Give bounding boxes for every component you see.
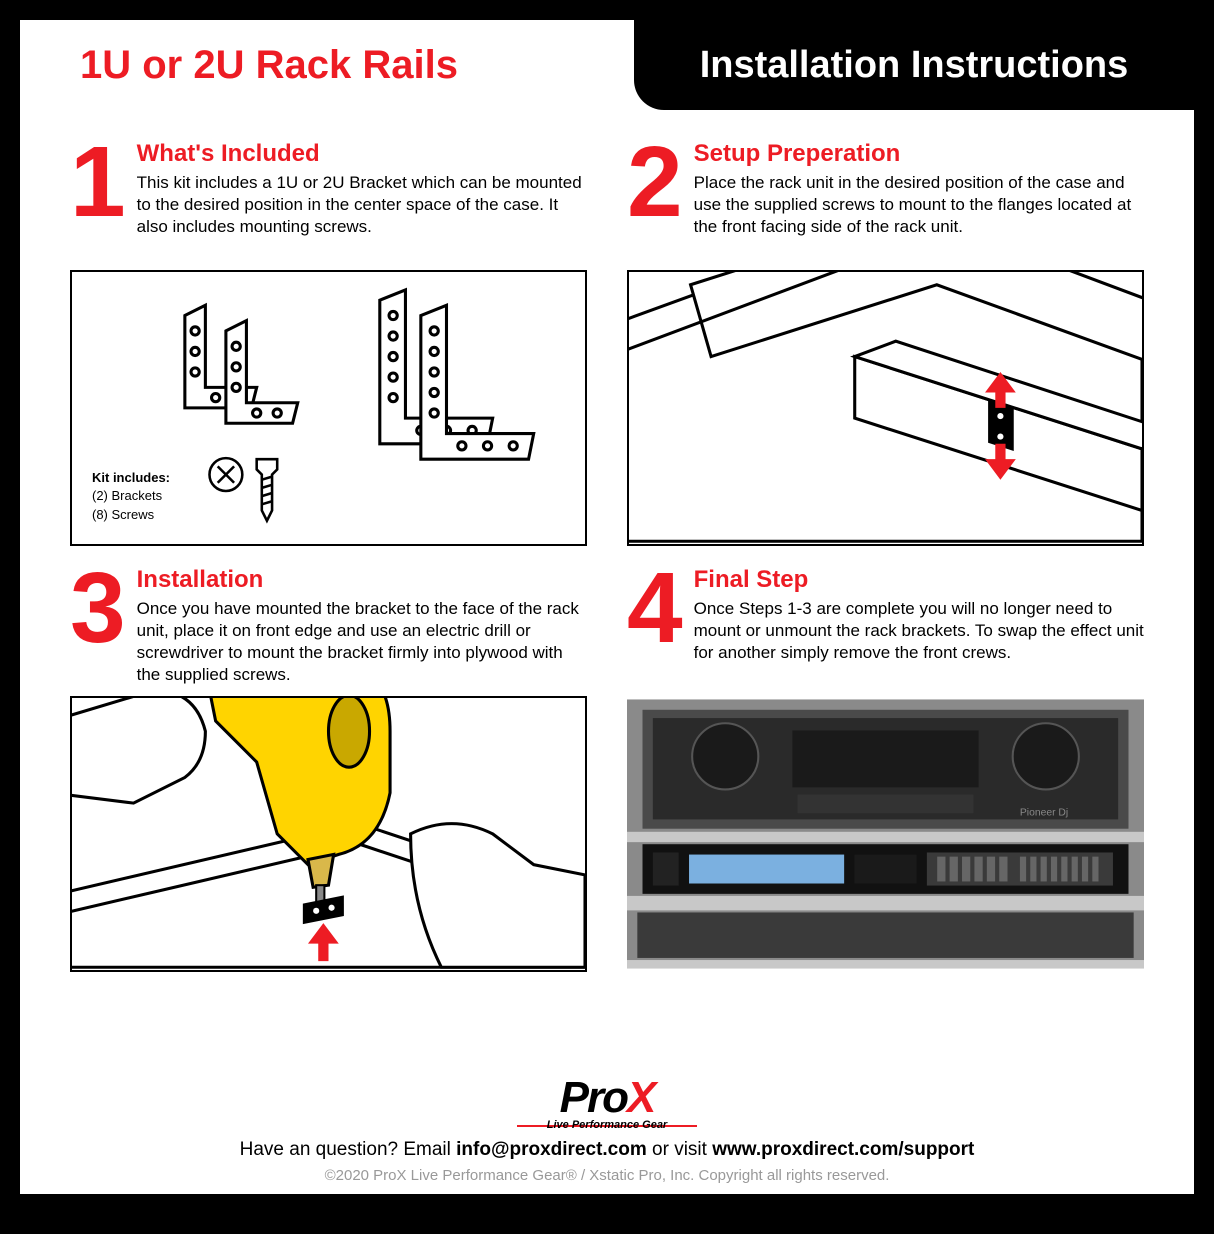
step-4-photo: Pioneer Dj [627, 696, 1144, 972]
step-title: Final Step [694, 566, 1144, 594]
step-desc: Once you have mounted the bracket to the… [137, 598, 587, 686]
rack-photo-icon: Pioneer Dj [627, 696, 1144, 972]
step-title: What's Included [137, 140, 587, 168]
step-text: Final Step Once Steps 1-3 are complete y… [694, 566, 1144, 696]
step-title: Setup Preperation [694, 140, 1144, 168]
step-desc: Place the rack unit in the desired posit… [694, 172, 1144, 238]
contact-line: Have an question? Email info@proxdirect.… [20, 1139, 1194, 1161]
kit-includes-label: Kit includes: (2) Brackets (8) Screws [92, 469, 170, 524]
step-number: 1 [70, 140, 122, 270]
step-1: 1 What's Included This kit includes a 1U… [70, 140, 587, 546]
step-header: 4 Final Step Once Steps 1-3 are complete… [627, 566, 1144, 696]
step-title: Installation [137, 566, 587, 594]
drill-icon [72, 698, 585, 970]
step-text: Setup Preperation Place the rack unit in… [694, 140, 1144, 270]
step-3-illustration [70, 696, 587, 972]
step-1-illustration: Kit includes: (2) Brackets (8) Screws [70, 270, 587, 546]
header: 1U or 2U Rack Rails Installation Instruc… [20, 20, 1194, 110]
logo-tagline: Live Performance Gear [20, 1119, 1194, 1131]
setup-icon [629, 272, 1142, 544]
kit-heading: Kit includes: [92, 470, 170, 485]
step-3: 3 Installation Once you have mounted the… [70, 566, 587, 972]
kit-line2: (8) Screws [92, 507, 154, 522]
logo-pro: Pro [560, 1073, 627, 1122]
doc-title: Installation Instructions [700, 44, 1129, 87]
contact-prefix: Have an question? Email [240, 1139, 457, 1160]
step-number: 3 [70, 566, 122, 696]
header-left: 1U or 2U Rack Rails [20, 20, 634, 110]
logo: ProX Live Performance Gear [20, 1073, 1194, 1131]
page: 1U or 2U Rack Rails Installation Instruc… [20, 20, 1194, 1194]
step-desc: This kit includes a 1U or 2U Bracket whi… [137, 172, 587, 238]
contact-url: www.proxdirect.com/support [712, 1139, 974, 1160]
content-grid: 1 What's Included This kit includes a 1U… [20, 110, 1194, 982]
step-header: 1 What's Included This kit includes a 1U… [70, 140, 587, 270]
step-number: 2 [627, 140, 679, 270]
logo-x: X [627, 1073, 654, 1122]
step-text: Installation Once you have mounted the b… [137, 566, 587, 696]
footer: ProX Live Performance Gear Have an quest… [20, 1073, 1194, 1194]
svg-text:Pioneer Dj: Pioneer Dj [1020, 807, 1068, 818]
step-text: What's Included This kit includes a 1U o… [137, 140, 587, 270]
logo-text: ProX [20, 1073, 1194, 1123]
step-desc: Once Steps 1-3 are complete you will no … [694, 598, 1144, 664]
step-4: 4 Final Step Once Steps 1-3 are complete… [627, 566, 1144, 972]
copyright: ©2020 ProX Live Performance Gear® / Xsta… [20, 1167, 1194, 1184]
step-header: 2 Setup Preperation Place the rack unit … [627, 140, 1144, 270]
contact-middle: or visit [647, 1139, 712, 1160]
product-title: 1U or 2U Rack Rails [80, 43, 458, 88]
step-header: 3 Installation Once you have mounted the… [70, 566, 587, 696]
header-right: Installation Instructions [634, 20, 1194, 110]
contact-email: info@proxdirect.com [456, 1139, 647, 1160]
step-2: 2 Setup Preperation Place the rack unit … [627, 140, 1144, 546]
step-2-illustration [627, 270, 1144, 546]
kit-line1: (2) Brackets [92, 488, 162, 503]
step-number: 4 [627, 566, 679, 696]
